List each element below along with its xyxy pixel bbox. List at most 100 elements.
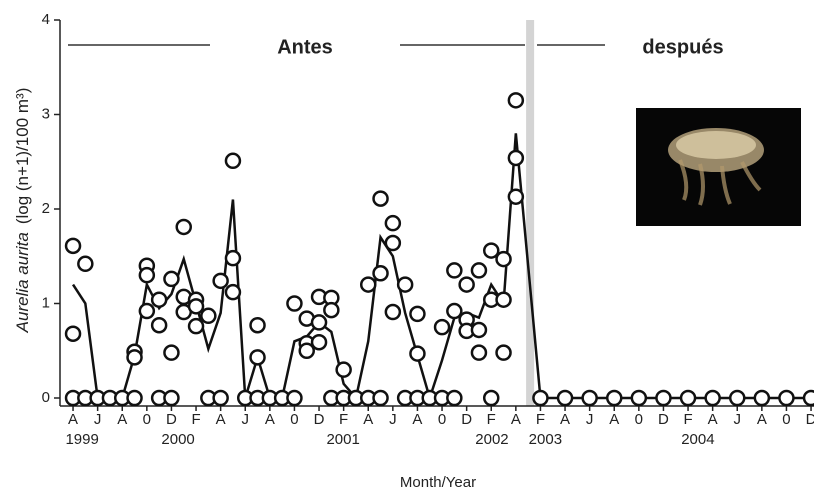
data-point [126, 389, 143, 407]
data-point [495, 344, 512, 361]
data-point [212, 272, 229, 290]
x-tick-label: J [241, 411, 249, 428]
data-point [384, 234, 402, 252]
data-point [384, 303, 402, 321]
y-label-species: Aurelia aurita [13, 232, 32, 333]
data-point [286, 389, 303, 407]
data-point [249, 316, 266, 334]
x-tick-label: A [757, 411, 767, 428]
data-point [175, 218, 192, 236]
annotation-before: Antes [277, 36, 333, 58]
data-point [224, 249, 242, 267]
year-label: 2003 [529, 431, 562, 448]
y-tick-label: 0 [42, 389, 50, 406]
data-point [446, 389, 463, 407]
x-tick-label: D [166, 411, 177, 428]
jellyfish-photo [636, 108, 801, 226]
data-point [163, 270, 180, 288]
x-tick-label: A [363, 411, 373, 428]
x-tick-label: A [68, 411, 78, 428]
x-tick-label: D [658, 411, 669, 428]
y-tick-label: 1 [42, 294, 50, 311]
data-point [581, 389, 598, 407]
data-point [126, 349, 143, 366]
data-point [335, 361, 352, 378]
x-tick-label: A [216, 411, 226, 428]
data-point [359, 276, 377, 293]
data-point [187, 298, 205, 315]
data-point [396, 276, 414, 293]
intervention-divider [526, 20, 535, 406]
x-tick-label: A [609, 411, 619, 428]
data-point [679, 389, 697, 407]
data-point [778, 389, 795, 407]
data-point [507, 149, 525, 167]
x-tick-label: F [536, 411, 545, 428]
data-point [433, 318, 451, 336]
data-point [187, 317, 205, 335]
x-tick-label: A [560, 411, 570, 428]
x-tick-label: A [708, 411, 718, 428]
data-point [409, 305, 426, 323]
year-label: 1999 [65, 431, 98, 448]
data-point [224, 152, 242, 170]
data-point [286, 295, 303, 312]
data-point [372, 265, 389, 282]
data-point [704, 389, 721, 407]
x-tick-label: A [511, 411, 521, 428]
data-point [372, 389, 389, 407]
data-point [64, 325, 82, 342]
data-point [212, 389, 229, 407]
data-point [482, 389, 500, 407]
x-axis-label: Month/Year [400, 474, 476, 491]
data-point [482, 242, 500, 259]
data-point [384, 214, 402, 232]
x-tick-label: J [733, 411, 741, 428]
x-tick-label: 0 [782, 411, 790, 428]
data-point [409, 345, 426, 362]
data-point [249, 349, 266, 366]
y-tick-label: 4 [42, 11, 50, 28]
y-tick-label: 2 [42, 200, 50, 217]
data-point [200, 307, 217, 325]
data-point [470, 344, 488, 361]
data-point [605, 389, 623, 407]
data-point [753, 389, 771, 407]
data-point [728, 389, 746, 407]
data-point [446, 302, 463, 320]
x-tick-label: F [339, 411, 348, 428]
data-point [77, 255, 94, 273]
x-tick-label: 0 [635, 411, 643, 428]
data-point [532, 389, 549, 407]
data-point [163, 344, 180, 361]
x-tick-label: F [487, 411, 496, 428]
x-tick-label: 0 [438, 411, 446, 428]
data-point [458, 276, 475, 293]
data-point [150, 291, 168, 308]
data-point [655, 389, 672, 407]
x-tick-label: 0 [290, 411, 298, 428]
x-tick-label: F [191, 411, 200, 428]
year-label: 2000 [161, 431, 194, 448]
data-point [470, 321, 488, 339]
x-tick-label: J [94, 411, 102, 428]
data-point [310, 314, 328, 331]
data-point [138, 266, 156, 284]
x-tick-label: J [389, 411, 397, 428]
data-point [323, 301, 340, 319]
x-tick-label: J [586, 411, 594, 428]
year-label: 2001 [326, 431, 359, 448]
data-point [470, 262, 488, 279]
data-point [150, 316, 168, 334]
data-point [163, 389, 180, 407]
y-tick-label: 3 [42, 105, 50, 122]
data-point [556, 389, 574, 407]
data-point [802, 389, 814, 407]
x-tick-label: F [683, 411, 692, 428]
x-tick-label: A [412, 411, 422, 428]
data-point [138, 302, 156, 320]
data-point [495, 291, 512, 308]
data-point [298, 342, 315, 359]
data-point [507, 188, 525, 205]
